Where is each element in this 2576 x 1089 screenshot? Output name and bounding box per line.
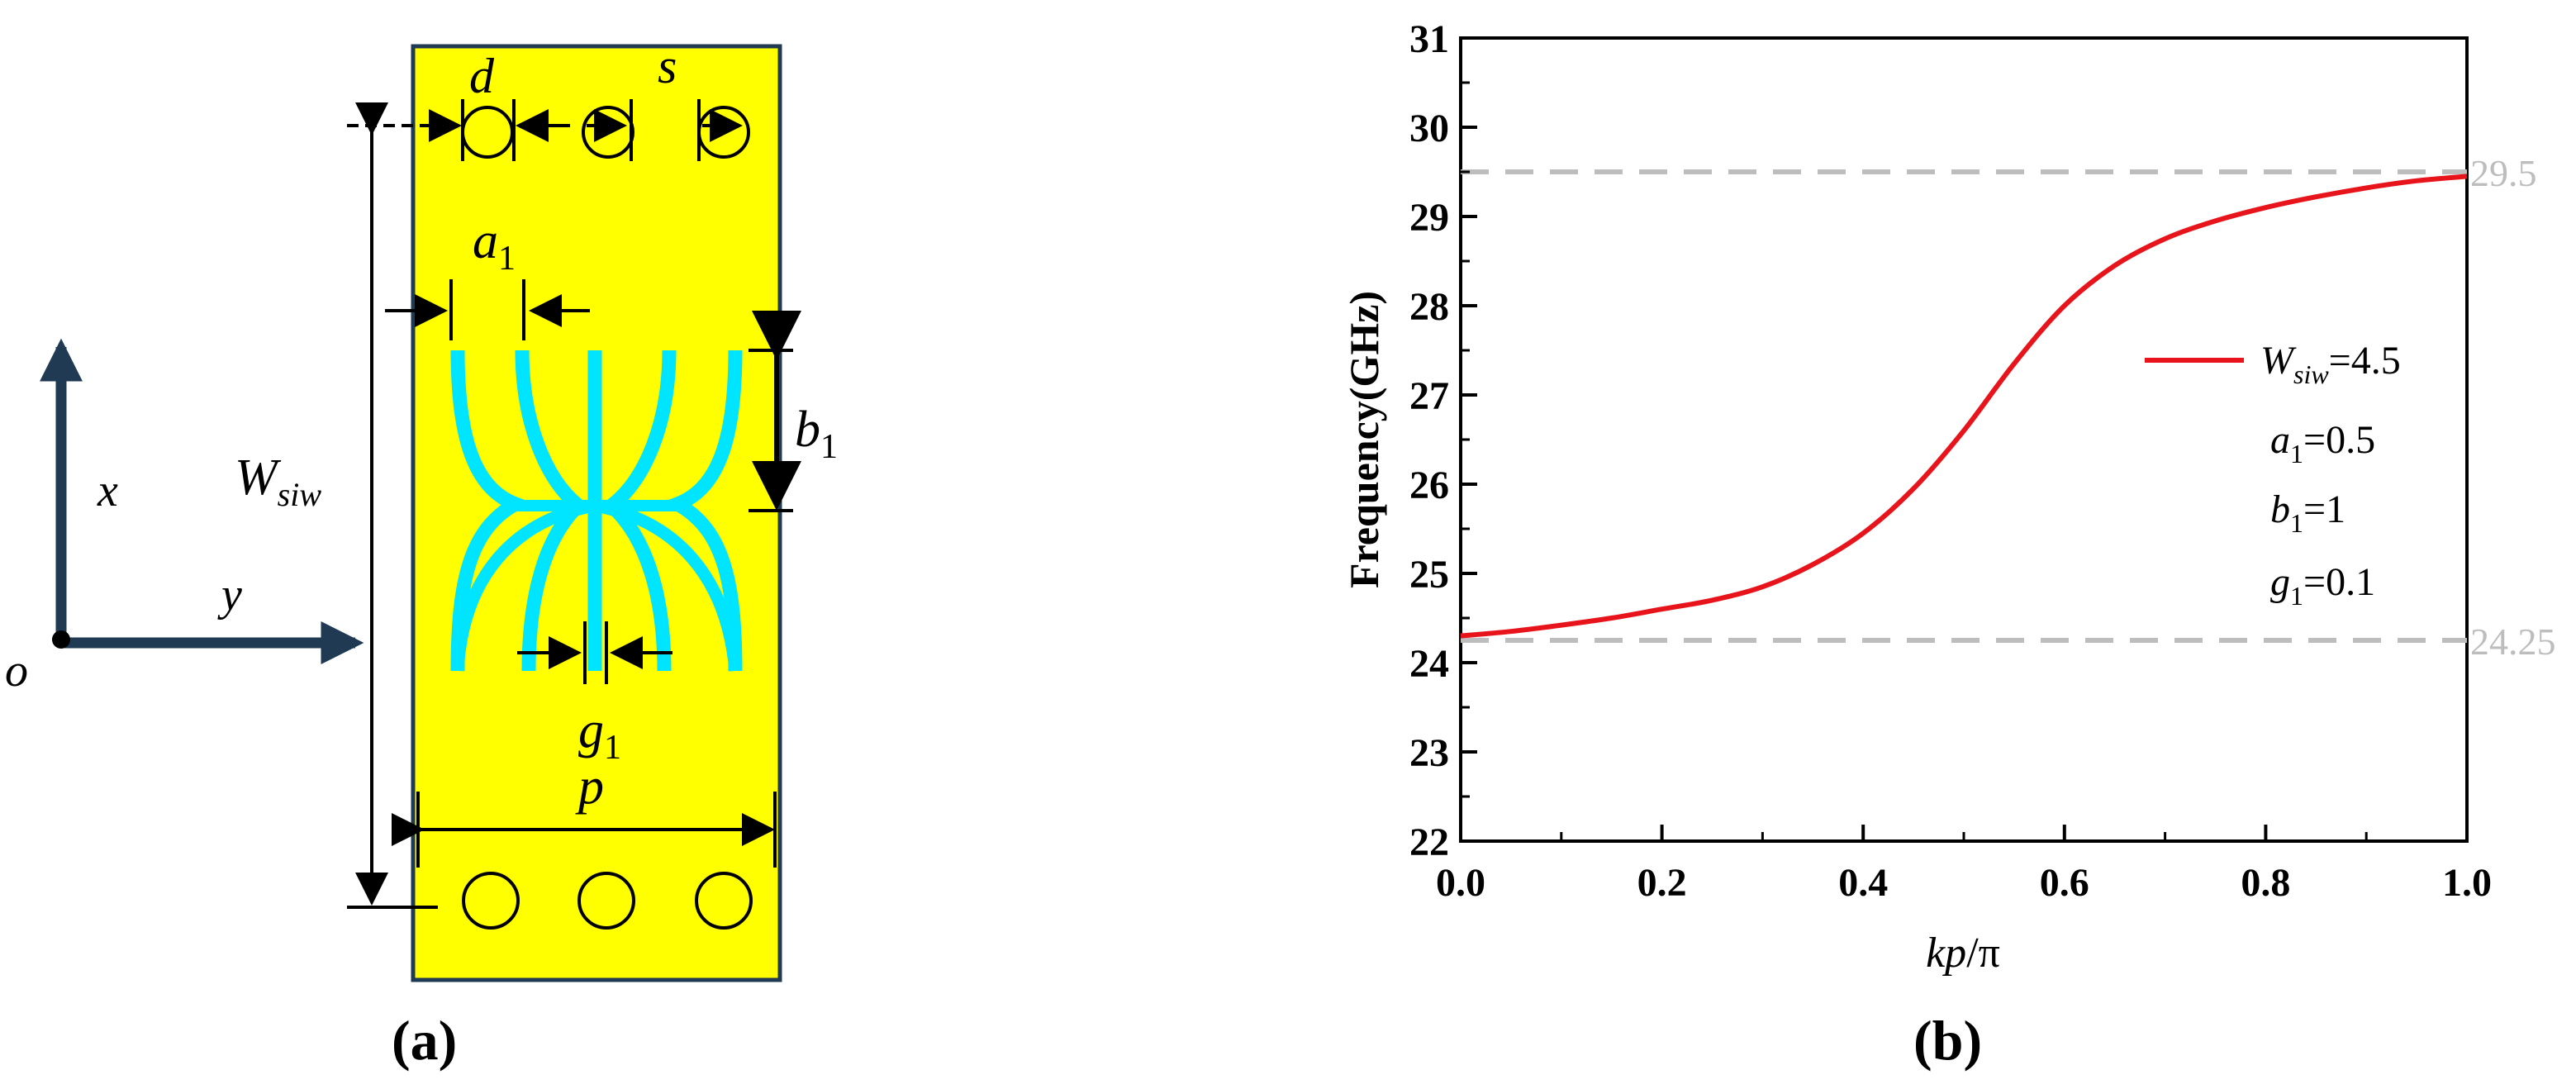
y-tick-label: 22 xyxy=(1409,820,1449,864)
d-label: d xyxy=(469,49,495,103)
y-tick-label: 23 xyxy=(1409,731,1449,775)
reference-line-label: 24.25 xyxy=(2470,621,2556,663)
via-hole xyxy=(462,872,520,930)
x-tick-label: 0.0 xyxy=(1436,861,1485,905)
legend: Wsiw=4.5 a1=0.5 b1=1 g1=0.1 xyxy=(2145,339,2401,611)
p-label: p xyxy=(575,758,604,815)
via-row-bottom xyxy=(462,872,753,930)
b1-label: b1 xyxy=(795,402,838,466)
slot-pattern xyxy=(450,350,743,672)
y-tick-label: 31 xyxy=(1409,17,1449,61)
panel-b-caption: (b) xyxy=(1913,1009,1982,1072)
x-axis-label: x xyxy=(97,465,118,516)
origin-label: o xyxy=(5,645,28,697)
origin-dot xyxy=(52,630,70,649)
x-ticks: 0.0 0.2 0.4 0.6 0.8 1.0 xyxy=(1436,825,2492,905)
legend-series-label: Wsiw=4.5 xyxy=(2260,339,2401,389)
y-tick-label: 26 xyxy=(1409,464,1449,507)
coordinate-axes: x y o xyxy=(5,338,364,697)
y-tick-label: 24 xyxy=(1409,642,1449,686)
y-ticks: 22 23 24 25 26 27 28 29 30 31 xyxy=(1409,17,1477,864)
dimension-d-s xyxy=(347,99,743,161)
panel-a-caption: (a) xyxy=(392,1009,457,1072)
legend-param-b1: b1=1 xyxy=(2270,487,2345,538)
x-axis-title: kp/π xyxy=(1926,930,2000,977)
x-tick-label: 0.6 xyxy=(2040,861,2089,905)
a1-label: a1 xyxy=(473,213,516,278)
y-tick-label: 30 xyxy=(1409,107,1449,150)
dimension-p xyxy=(392,792,777,868)
dimension-b1 xyxy=(749,311,801,512)
y-tick-label: 28 xyxy=(1409,285,1449,329)
wsiw-label: Wsiw xyxy=(235,449,321,513)
y-axis-title: Frequency(GHz) xyxy=(1341,291,1387,588)
via-hole xyxy=(577,872,635,930)
series-line-wsiw xyxy=(1460,174,2468,639)
reference-line-label: 29.5 xyxy=(2470,152,2537,194)
reference-lines: 29.5 24.25 xyxy=(1461,152,2556,663)
y-axis-label: y xyxy=(217,569,242,621)
g1-label: g1 xyxy=(578,702,621,767)
y-tick-label: 29 xyxy=(1409,196,1449,240)
x-tick-label: 1.0 xyxy=(2442,861,2492,905)
x-tick-label: 0.8 xyxy=(2241,861,2290,905)
panel-b: 29.5 24.25 22 23 24 25 26 27 28 29 30 31 0.0 0.2 0.4… xyxy=(1341,17,2556,1072)
x-tick-label: 0.4 xyxy=(1838,861,1888,905)
legend-param-a1: a1=0.5 xyxy=(2270,418,2375,468)
x-tick-label: 0.2 xyxy=(1637,861,1687,905)
dimension-a1 xyxy=(385,279,590,340)
legend-param-g1: g1=0.1 xyxy=(2270,560,2375,611)
y-tick-label: 27 xyxy=(1409,374,1449,418)
dimension-g1 xyxy=(517,621,673,684)
y-tick-label: 25 xyxy=(1409,553,1449,597)
via-hole xyxy=(695,872,753,930)
panel-a: x y o d s xyxy=(5,39,838,1072)
s-label: s xyxy=(658,39,677,93)
